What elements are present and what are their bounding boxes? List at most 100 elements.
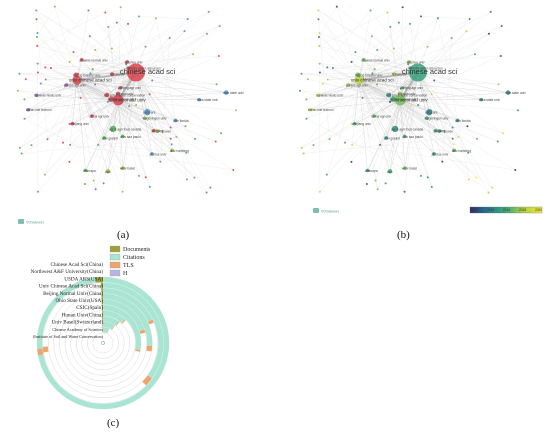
network-node-minor [46, 138, 49, 141]
network-node-minor [175, 135, 178, 138]
network-node-minor [325, 173, 328, 176]
network-node [316, 93, 321, 98]
network-node-minor [36, 71, 39, 74]
network-node-minor [467, 178, 470, 181]
institution-label: Hunan Univ(China) [62, 311, 104, 318]
radial-bar-citations [103, 288, 153, 322]
network-node-minor [306, 78, 309, 81]
institution-label: Beijing Normal Univ(China) [43, 290, 103, 297]
network-node-minor [87, 9, 90, 12]
network-node-minor [234, 109, 237, 112]
network-node-minor [220, 132, 223, 135]
network-node-minor [24, 78, 27, 81]
network-node-minor [205, 191, 208, 194]
network-node-label: banaras hindu univ [316, 94, 343, 98]
network-node-label: lanzhou univ [407, 60, 425, 64]
vosviewer-logo-icon [18, 219, 24, 224]
network-node-minor [36, 190, 39, 193]
network-node-label: ohio state univ [505, 91, 526, 95]
network-node-minor [318, 62, 321, 65]
network-node-label: ohio state univ [223, 91, 244, 95]
network-node [125, 60, 129, 64]
network-node-minor [379, 143, 382, 146]
institution-label: Univ Basel(Switzerland) [52, 319, 104, 326]
network-node-minor [215, 83, 218, 86]
network-node [352, 121, 357, 126]
network-node-minor [365, 182, 368, 185]
legend-label: H [123, 271, 128, 277]
network-node-minor [452, 143, 455, 146]
network-node-label: indian inst technol [26, 108, 52, 112]
network-node-minor [317, 9, 320, 12]
network-node-minor [376, 48, 379, 51]
network-node-label: univ hamburg [170, 149, 190, 153]
colorbar-tick: 2016 [503, 208, 510, 212]
network-node-minor [350, 122, 353, 125]
network-node-minor [68, 122, 71, 125]
network-node [26, 107, 31, 112]
radial-bar-citations [103, 305, 141, 351]
network-node-minor [16, 89, 19, 92]
network-node-minor [487, 191, 490, 194]
network-node-minor [321, 82, 324, 85]
colorbar-tick: 2014 [487, 208, 494, 212]
network-node-label: shaanxi normal univ [361, 58, 390, 62]
network-node-label: zhejiang univ [70, 122, 89, 126]
network-node [151, 128, 156, 133]
network-node-minor [376, 188, 379, 191]
network-node-minor [317, 36, 320, 39]
network-node-minor [389, 25, 392, 28]
network-node-minor [44, 78, 47, 81]
network-node-minor [128, 105, 131, 108]
network-node-label: usda ars [425, 111, 438, 115]
network-node-minor [476, 137, 479, 140]
network-node-minor [312, 144, 315, 147]
network-node [173, 118, 178, 123]
network-node-label: shaanxi normal univ [79, 58, 108, 62]
network-node-minor [417, 104, 420, 107]
network-node-minor [102, 182, 105, 185]
network-node [372, 114, 376, 118]
network-node-minor [376, 83, 379, 86]
network-node-minor [183, 30, 186, 33]
network-node [126, 66, 131, 70]
network-node [34, 93, 39, 98]
radial-center [101, 341, 105, 345]
radial-bar-documents [102, 321, 103, 327]
radial-bar-tls [111, 325, 115, 330]
legend-swatch [109, 261, 121, 269]
network-node-minor [300, 146, 303, 149]
network-node-minor [451, 126, 454, 129]
network-node-label: northwest a&f univ [109, 98, 147, 103]
network-node [432, 152, 436, 156]
radial-bar-tls [106, 328, 110, 334]
colorbar-tick: 2018 [519, 208, 526, 212]
vosviewer-text-b: VOSviewer [321, 210, 340, 214]
network-node-label: beijing forestry univ [355, 73, 383, 77]
network-node-minor [302, 152, 305, 155]
network-node-minor [318, 71, 321, 74]
network-node-minor [185, 151, 188, 154]
network-node [426, 109, 433, 116]
network-node-label: embrapa [365, 169, 378, 173]
network-node-label: hohai univ [110, 73, 125, 77]
radial-panel-c: Chinese Acad Sci(China)Northwest A&F Uni… [31, 245, 170, 410]
institution-label: Ohio State Univ(USA) [55, 297, 103, 304]
colorbar-gradient [469, 206, 543, 214]
network-node-minor [23, 98, 26, 101]
network-node [354, 75, 364, 85]
network-node [116, 91, 120, 96]
network-node-minor [419, 174, 422, 177]
institution-label: Chinese Acad Sci(China) [51, 261, 104, 268]
network-node-label: agr & agri food canada [391, 127, 423, 131]
network-node [72, 75, 82, 85]
network-node [365, 168, 370, 173]
network-node [73, 72, 79, 78]
network-node-minor [68, 160, 71, 163]
legend-swatch [109, 269, 121, 277]
network-node [455, 118, 460, 123]
network-node-label: beijing normal univ [390, 98, 417, 102]
network-node [386, 92, 392, 98]
network-node-label: china agr univ [372, 115, 392, 119]
